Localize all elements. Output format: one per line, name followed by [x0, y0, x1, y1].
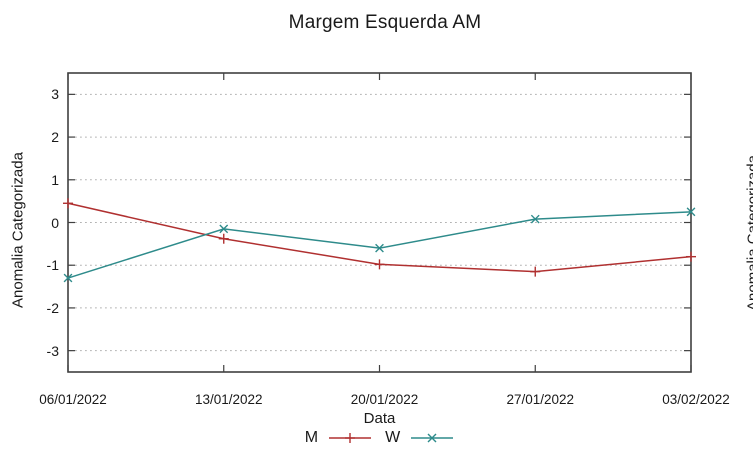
- x-tick-label: 13/01/2022: [194, 392, 263, 407]
- legend-entry-M: M: [305, 429, 372, 447]
- y-tick-label: 0: [51, 214, 59, 231]
- cross-marker: [375, 243, 384, 253]
- cross-marker: [686, 207, 696, 217]
- legend-entry-W: W: [385, 429, 454, 447]
- x-axis-title: Data: [363, 410, 396, 427]
- y-tick-label: -2: [46, 299, 59, 316]
- y-tick-label: -1: [46, 257, 59, 274]
- x-tick-label: 20/01/2022: [350, 392, 419, 407]
- x-tick-label: 27/01/2022: [506, 392, 575, 407]
- cross-marker: [63, 273, 73, 283]
- legend-label: W: [385, 429, 401, 446]
- chart-title: Margem Esquerda AM: [288, 12, 482, 33]
- x-tick-label: 06/01/2022: [39, 392, 107, 407]
- cross-marker: [530, 214, 540, 224]
- y-tick-label: 1: [51, 171, 59, 188]
- cross-marker: [219, 224, 229, 234]
- y-tick-label: 3: [51, 86, 59, 103]
- legend-label: M: [304, 429, 319, 446]
- y-tick-label: -3: [46, 342, 59, 359]
- y-tick-label: 2: [51, 129, 59, 146]
- legend-line-sample: [329, 433, 372, 443]
- adjacent-chart-y-axis-title-clipped: Anomalia Categorizada: [744, 155, 753, 311]
- y-axis-title: Anomalia Categorizada: [9, 152, 27, 308]
- legend-line-sample: [411, 433, 454, 443]
- x-tick-label: 03/02/2022: [662, 392, 730, 407]
